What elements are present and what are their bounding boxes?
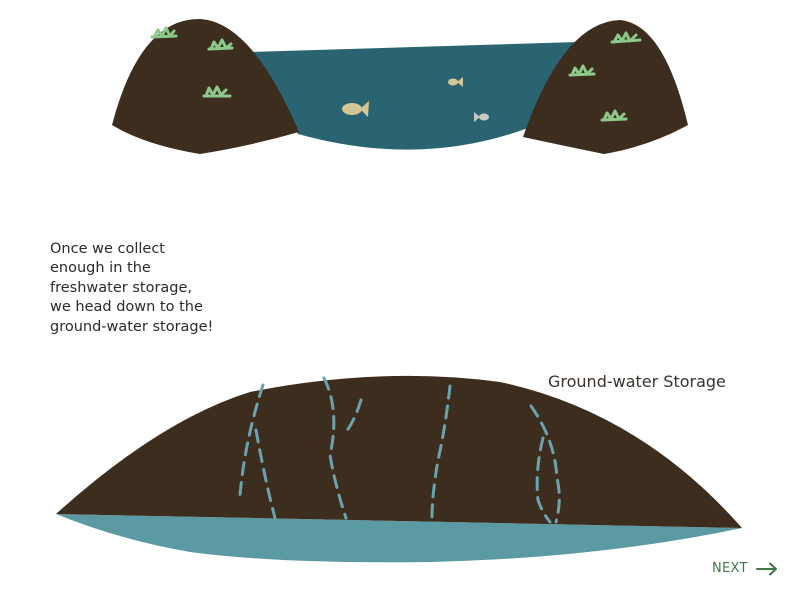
freshwater-storage-scene <box>112 18 688 154</box>
grass-tuft <box>150 34 178 39</box>
fish-icon <box>448 77 463 87</box>
freshwater-lake <box>250 42 578 150</box>
grass-tuft <box>207 46 234 51</box>
seepage-stream <box>344 398 363 434</box>
next-button[interactable]: NEXT <box>712 561 778 576</box>
grass-tuft <box>600 117 628 122</box>
narration-text: Once we collect enough in the freshwater… <box>50 241 214 335</box>
grass-tufts <box>150 26 642 122</box>
groundwater-storage-scene <box>56 375 742 563</box>
next-button-label: NEXT <box>712 561 748 576</box>
fish-icon <box>474 112 489 122</box>
seepage-stream <box>238 383 265 497</box>
grass-tuft <box>204 85 228 98</box>
seepage-stream <box>254 428 277 520</box>
seepage-stream <box>322 376 348 520</box>
grass-tuft <box>568 72 596 77</box>
fish-icon <box>342 101 369 117</box>
groundwater-storage-label: Ground-water Storage <box>548 372 726 391</box>
underground-mound <box>56 375 742 528</box>
seepage-streams <box>238 376 561 524</box>
left-hill <box>112 18 299 154</box>
arrow-right-icon <box>755 562 777 575</box>
seepage-stream <box>430 384 452 520</box>
grass-tuft <box>610 38 642 44</box>
seepage-stream <box>535 436 552 524</box>
right-hill <box>523 20 688 154</box>
seepage-stream <box>529 404 561 524</box>
aquifer-water <box>56 514 742 563</box>
